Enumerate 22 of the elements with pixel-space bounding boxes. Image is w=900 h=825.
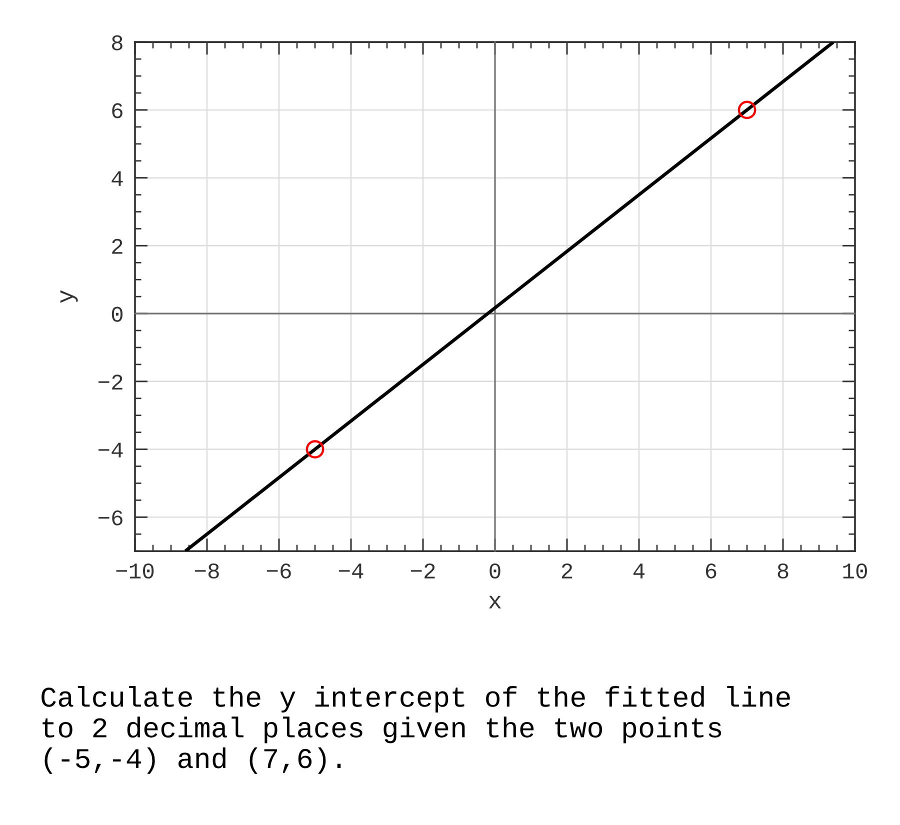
x-tick-label: 6 xyxy=(706,563,716,579)
x-tick-label: −8 xyxy=(194,563,219,579)
x-tick-label: −4 xyxy=(338,564,364,578)
x-tick-label: −10 xyxy=(116,563,154,579)
y-axis-title: y xyxy=(60,290,78,303)
x-tick-label: 2 xyxy=(562,563,572,578)
y-tick-label: 6 xyxy=(112,103,122,118)
x-axis-title: x xyxy=(489,596,501,608)
y-tick-label: −4 xyxy=(98,442,123,458)
y-tick-label: 8 xyxy=(112,35,122,50)
y-tick-label: 4 xyxy=(112,171,123,186)
y-tick-label: −2 xyxy=(98,374,122,390)
x-tick-label: 10 xyxy=(843,563,867,579)
x-tick-label: 0 xyxy=(490,563,500,579)
x-tick-label: 4 xyxy=(633,564,645,578)
x-tick-label: 8 xyxy=(778,563,788,579)
y-tick-label: 0 xyxy=(112,306,123,322)
x-tick-label: −2 xyxy=(410,563,435,578)
y-tick-label: −6 xyxy=(98,510,122,526)
y-tick-label: 2 xyxy=(112,238,122,254)
x-tick-label: −6 xyxy=(266,563,291,579)
text: Calculate the y intercept of the fitted line to 2 decimal places given the two points (-5,-4) and (7,6). xyxy=(42,686,790,774)
